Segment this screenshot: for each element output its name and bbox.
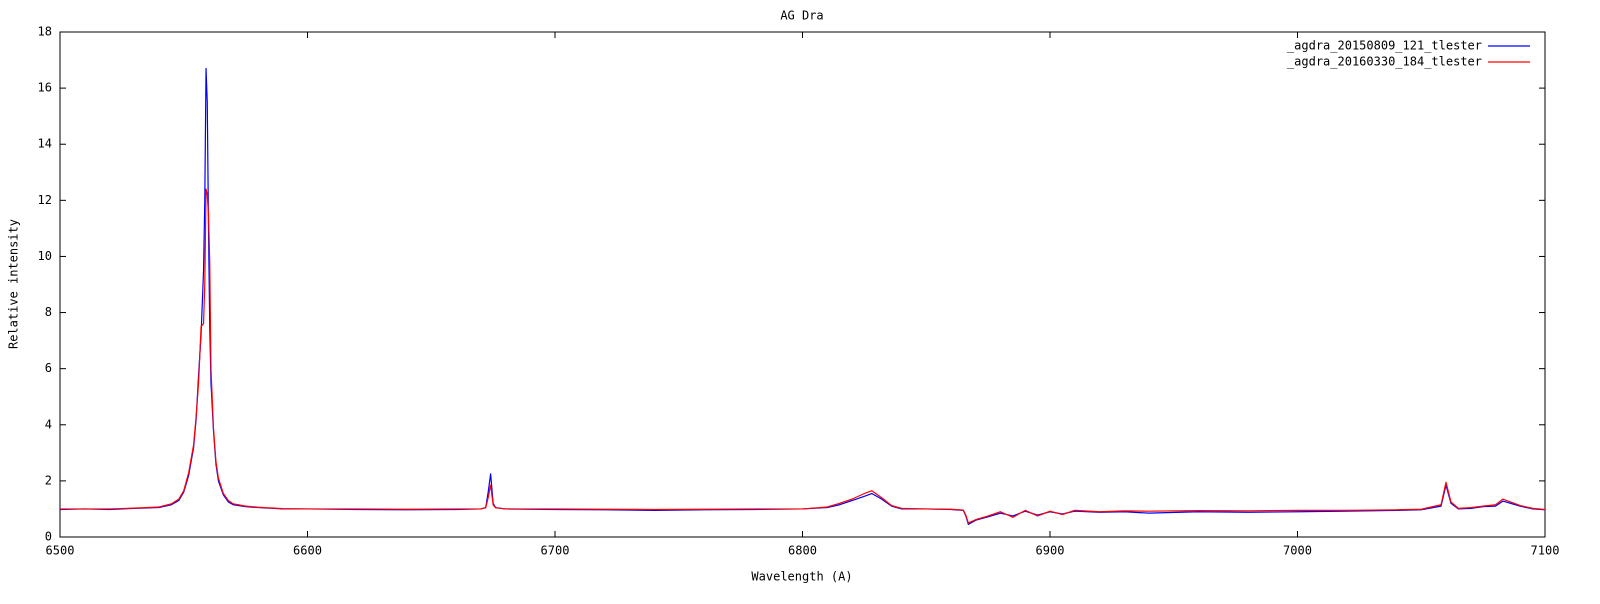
x-tick-label: 6600 (293, 544, 322, 558)
series-line (60, 188, 1546, 524)
y-tick-label: 18 (38, 25, 52, 39)
x-tick-label: 6800 (788, 544, 817, 558)
x-tick-label: 6900 (1036, 544, 1065, 558)
y-tick-label: 16 (38, 81, 52, 95)
y-tick-label: 14 (38, 137, 52, 151)
plot-border (59, 31, 1546, 538)
legend-label: _agdra_20160330_184_tlester (1287, 55, 1482, 69)
y-tick-label: 12 (38, 193, 52, 207)
y-tick-label: 4 (45, 417, 52, 431)
y-tick-label: 6 (45, 361, 52, 375)
x-tick-label: 6700 (541, 544, 570, 558)
x-axis-label: Wavelength (A) (751, 570, 852, 584)
legend-label: _agdra_20150809_121_tlester (1287, 39, 1482, 53)
chart-title: AG Dra (780, 9, 823, 23)
x-tick-label: 7000 (1283, 544, 1312, 558)
y-tick-label: 8 (45, 305, 52, 319)
y-tick-label: 2 (45, 473, 52, 487)
x-tick-label: 6500 (46, 544, 75, 558)
x-tick-label: 7100 (1531, 544, 1560, 558)
series-line (59, 67, 1546, 525)
y-tick-label: 10 (38, 249, 52, 263)
y-tick-label: 0 (45, 530, 52, 544)
y-axis-label: Relative intensity (7, 219, 21, 349)
